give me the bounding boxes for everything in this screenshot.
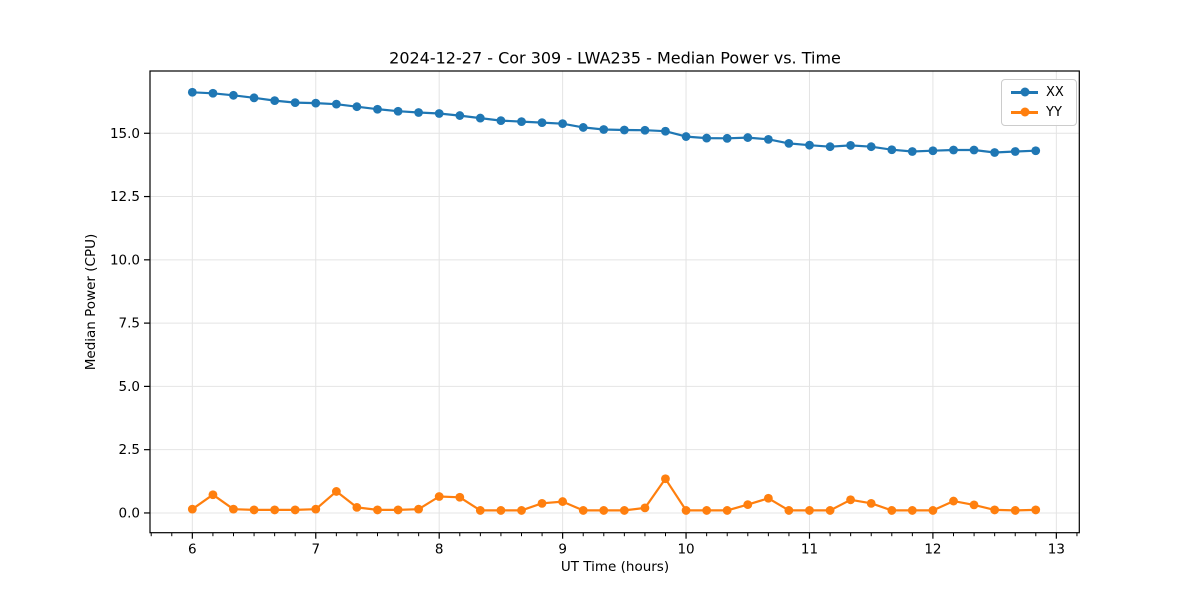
svg-text:15.0: 15.0 bbox=[110, 126, 140, 142]
svg-text:0.0: 0.0 bbox=[119, 505, 140, 521]
svg-text:12.5: 12.5 bbox=[110, 189, 140, 205]
legend-line-sample-yy bbox=[1011, 107, 1038, 117]
legend-label: YY bbox=[1046, 105, 1062, 120]
legend: XX YY bbox=[1001, 79, 1077, 126]
svg-text:10: 10 bbox=[677, 542, 694, 558]
legend-label: XX bbox=[1046, 85, 1064, 100]
x-axis-label: UT Time (hours) bbox=[560, 559, 670, 575]
svg-text:6: 6 bbox=[188, 542, 197, 558]
svg-text:7: 7 bbox=[311, 542, 320, 558]
svg-text:11: 11 bbox=[801, 542, 818, 558]
svg-text:7.5: 7.5 bbox=[119, 316, 140, 332]
svg-text:13: 13 bbox=[1048, 542, 1065, 558]
chart-title: 2024-12-27 - Cor 309 - LWA235 - Median P… bbox=[389, 48, 841, 68]
svg-text:5.0: 5.0 bbox=[119, 379, 140, 395]
legend-item-yy: YY bbox=[1011, 106, 1067, 119]
svg-text:9: 9 bbox=[558, 542, 567, 558]
svg-text:10.0: 10.0 bbox=[110, 252, 140, 268]
svg-text:12: 12 bbox=[924, 542, 941, 558]
legend-item-xx: XX bbox=[1011, 86, 1067, 99]
svg-text:2.5: 2.5 bbox=[119, 442, 140, 458]
legend-line-sample-xx bbox=[1011, 87, 1038, 97]
svg-text:8: 8 bbox=[435, 542, 444, 558]
